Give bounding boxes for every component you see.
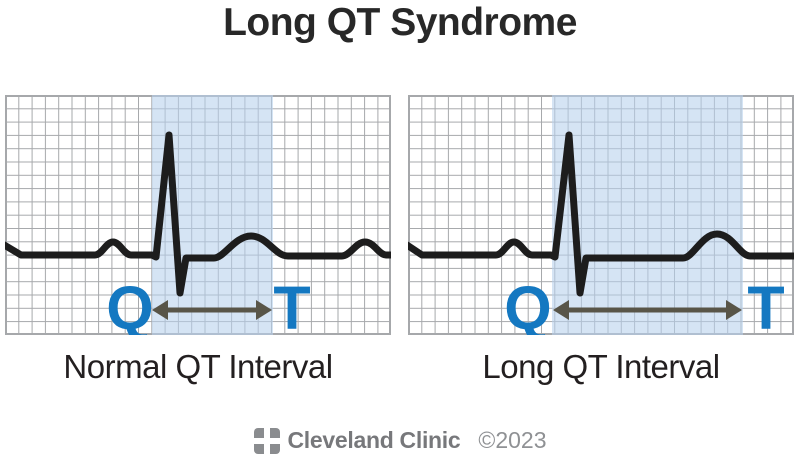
panel-long-qt: Q T Long QT Interval — [408, 95, 794, 386]
ecg-strip-normal: Q T — [5, 95, 391, 335]
t-wave-label: T — [273, 274, 310, 335]
qt-interval-highlight — [552, 95, 743, 335]
t-wave-label: T — [747, 274, 784, 335]
ecg-trace — [408, 131, 794, 297]
cleveland-clinic-logo-icon — [252, 426, 281, 455]
panel-normal-qt: Q T Normal QT Interval — [5, 95, 391, 386]
qt-interval-arrow — [152, 300, 272, 320]
footer: Cleveland Clinic ©2023 — [0, 426, 800, 455]
footer-copyright: ©2023 — [478, 427, 547, 453]
q-wave-label: Q — [504, 274, 551, 335]
qt-interval-arrow — [553, 300, 742, 320]
page-title: Long QT Syndrome — [223, 1, 577, 44]
q-wave-label: Q — [106, 274, 153, 335]
ecg-strip-long: Q T — [408, 95, 794, 335]
ecg-trace — [5, 131, 391, 297]
ecg-panels: Q T Normal QT Interval Q T Long Q — [5, 95, 794, 386]
panel-caption-long: Long QT Interval — [482, 348, 720, 385]
qt-interval-highlight — [152, 95, 273, 335]
panel-caption-normal: Normal QT Interval — [63, 348, 333, 385]
footer-brand: Cleveland Clinic — [287, 427, 461, 453]
